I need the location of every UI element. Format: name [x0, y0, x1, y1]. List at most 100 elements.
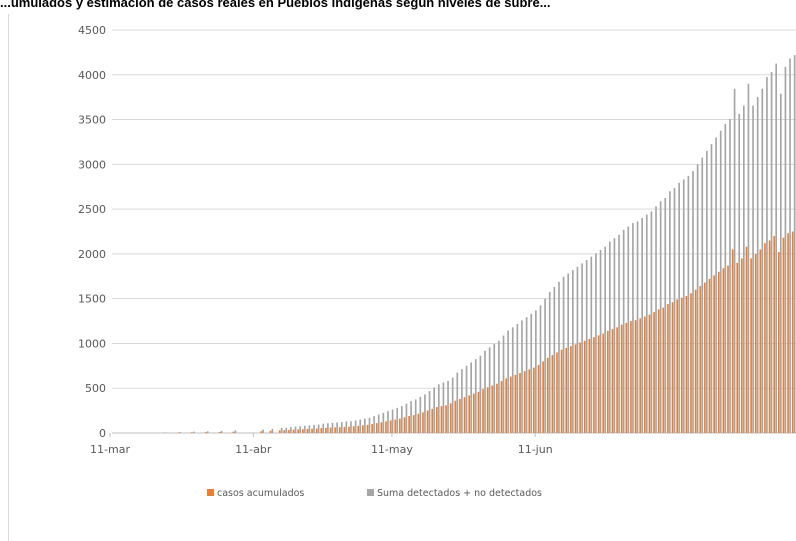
- bar-suma-detectados: [701, 157, 704, 433]
- bar-suma-detectados: [761, 88, 764, 433]
- bar-casos-acumulados: [542, 361, 544, 433]
- bar-casos-acumulados: [486, 387, 489, 433]
- bar-casos-acumulados: [704, 282, 706, 433]
- bar-casos-acumulados: [306, 428, 309, 433]
- bar-suma-detectados: [779, 93, 782, 433]
- x-tick-label: 11-may: [371, 443, 413, 456]
- bar-casos-acumulados: [754, 253, 757, 433]
- bar-casos-acumulados: [588, 338, 591, 433]
- bar-casos-acumulados: [278, 430, 281, 433]
- bar-suma-detectados: [733, 88, 736, 433]
- bar-casos-acumulados: [343, 426, 346, 433]
- bar-suma-detectados: [682, 179, 685, 433]
- bar-suma-detectados: [770, 72, 773, 433]
- bar-casos-acumulados: [764, 243, 766, 433]
- legend-label-suma-detectados: Suma detectados + no detectados: [377, 488, 542, 499]
- bar-casos-acumulados: [759, 249, 762, 433]
- legend-swatch-suma-detectados: [367, 489, 374, 496]
- bar-suma-detectados: [595, 253, 597, 433]
- bar-casos-acumulados: [491, 385, 494, 433]
- bar-suma-detectados: [336, 422, 338, 433]
- bar-casos-acumulados: [736, 262, 739, 433]
- chart-title: ...umulados y estimación de casos reales…: [0, 0, 551, 10]
- bar-suma-detectados: [706, 150, 708, 433]
- bar-casos-acumulados: [297, 429, 300, 433]
- y-tick-label: 3000: [78, 158, 106, 171]
- bar-suma-detectados: [414, 399, 417, 433]
- x-tick-label: 11-abr: [235, 443, 272, 456]
- bar-suma-detectados: [498, 340, 500, 433]
- bar-casos-acumulados: [468, 395, 471, 433]
- bar-casos-acumulados: [292, 429, 295, 433]
- bar-suma-detectados: [433, 387, 436, 433]
- bar-casos-acumulados: [690, 293, 692, 433]
- bar-suma-detectados: [525, 317, 528, 433]
- bar-suma-detectados: [308, 425, 311, 433]
- x-tick-label: 11-jun: [518, 443, 553, 456]
- legend: casos acumulados Suma detectados + no de…: [207, 488, 542, 499]
- bar-casos-acumulados: [315, 428, 318, 433]
- bar-casos-acumulados: [662, 307, 665, 433]
- bar-suma-detectados: [756, 97, 759, 434]
- bar-suma-detectados: [696, 164, 699, 433]
- bar-suma-detectados: [590, 256, 593, 433]
- bar-casos-acumulados: [357, 425, 360, 433]
- bar-suma-detectados: [359, 419, 362, 433]
- bar-casos-acumulados: [787, 233, 789, 433]
- bar-casos-acumulados: [417, 413, 420, 433]
- bar-casos-acumulados: [611, 329, 614, 433]
- bar-suma-detectados: [234, 430, 237, 433]
- bar-suma-detectados: [377, 414, 380, 433]
- bar-suma-detectados: [280, 427, 283, 433]
- bar-casos-acumulados: [348, 426, 350, 433]
- bar-casos-acumulados: [560, 349, 563, 433]
- bar-suma-detectados: [678, 182, 680, 433]
- y-tick-label: 2000: [78, 248, 106, 261]
- bar-suma-detectados: [428, 391, 431, 433]
- bar-casos-acumulados: [616, 327, 618, 433]
- y-tick-label: 4000: [78, 69, 106, 82]
- bar-suma-detectados: [747, 83, 750, 433]
- bars: [163, 55, 796, 434]
- bar-casos-acumulados: [570, 346, 572, 433]
- bar-suma-detectados: [179, 432, 181, 433]
- bar-casos-acumulados: [496, 383, 498, 433]
- y-tick-label: 4500: [78, 24, 106, 37]
- y-tick-label: 0: [99, 427, 106, 440]
- bar-casos-acumulados: [620, 324, 623, 433]
- bar-suma-detectados: [618, 234, 620, 433]
- bar-suma-detectados: [391, 409, 394, 433]
- bar-suma-detectados: [669, 191, 671, 433]
- bar-casos-acumulados: [352, 426, 355, 433]
- bar-casos-acumulados: [713, 275, 715, 433]
- bar-casos-acumulados: [514, 374, 517, 433]
- bar-casos-acumulados: [204, 432, 207, 433]
- y-axis-ticks: 0 500 1000 1500 2000 2500 3000 3500 4000 4500: [78, 24, 106, 440]
- bar-casos-acumulados: [667, 304, 669, 433]
- bar-suma-detectados: [558, 281, 560, 433]
- bar-suma-detectados: [474, 359, 477, 433]
- bar-suma-detectados: [613, 238, 616, 433]
- bar-casos-acumulados: [463, 397, 466, 433]
- bar-casos-acumulados: [505, 378, 507, 433]
- bar-casos-acumulados: [546, 357, 549, 433]
- bar-suma-detectados: [271, 428, 274, 433]
- bar-suma-detectados: [340, 422, 343, 433]
- bar-suma-detectados: [599, 249, 602, 433]
- bar-casos-acumulados: [440, 406, 443, 433]
- bar-casos-acumulados: [676, 299, 678, 433]
- bar-casos-acumulados: [593, 337, 595, 433]
- bar-suma-detectados: [220, 430, 223, 433]
- x-tick-label: 11-mar: [90, 443, 130, 456]
- bar-casos-acumulados: [232, 431, 235, 433]
- bar-suma-detectados: [424, 394, 426, 433]
- bar-casos-acumulados: [528, 369, 531, 433]
- bar-suma-detectados: [447, 380, 449, 433]
- bar-casos-acumulados: [551, 355, 554, 433]
- bar-suma-detectados: [521, 320, 523, 433]
- bar-suma-detectados: [530, 313, 533, 433]
- bar-casos-acumulados: [597, 335, 600, 433]
- bar-casos-acumulados: [717, 271, 720, 433]
- bar-casos-acumulados: [362, 425, 364, 433]
- bar-casos-acumulados: [431, 408, 434, 433]
